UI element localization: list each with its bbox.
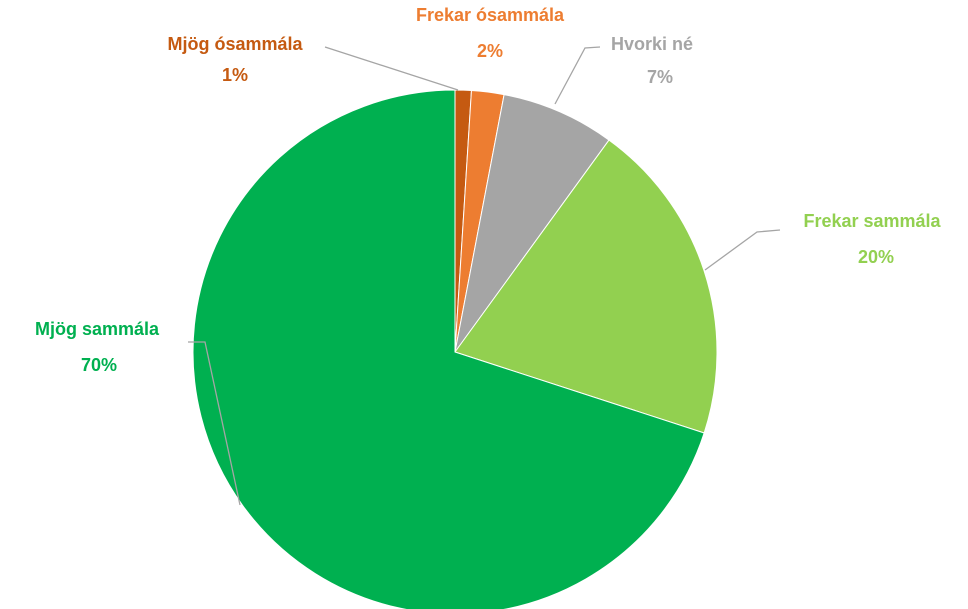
pie-slice — [192, 89, 705, 609]
slice-value: 7% — [647, 67, 673, 87]
pie-slice — [454, 94, 610, 353]
slice-value: 2% — [477, 41, 503, 61]
slice-label: Mjög ósammála — [167, 34, 303, 54]
slice-label: Mjög sammála — [35, 319, 160, 339]
slice-label: Hvorki né — [611, 34, 693, 54]
leader-line — [188, 341, 241, 506]
slice-label: Frekar ósammála — [416, 5, 565, 25]
leader-line — [554, 46, 601, 105]
slice-label: Frekar sammála — [803, 211, 941, 231]
leader-line — [324, 46, 459, 91]
leader-line — [704, 229, 781, 271]
slice-value: 70% — [81, 355, 117, 375]
slice-value: 20% — [858, 247, 894, 267]
pie-slice — [454, 139, 718, 434]
slice-value: 1% — [222, 65, 248, 85]
